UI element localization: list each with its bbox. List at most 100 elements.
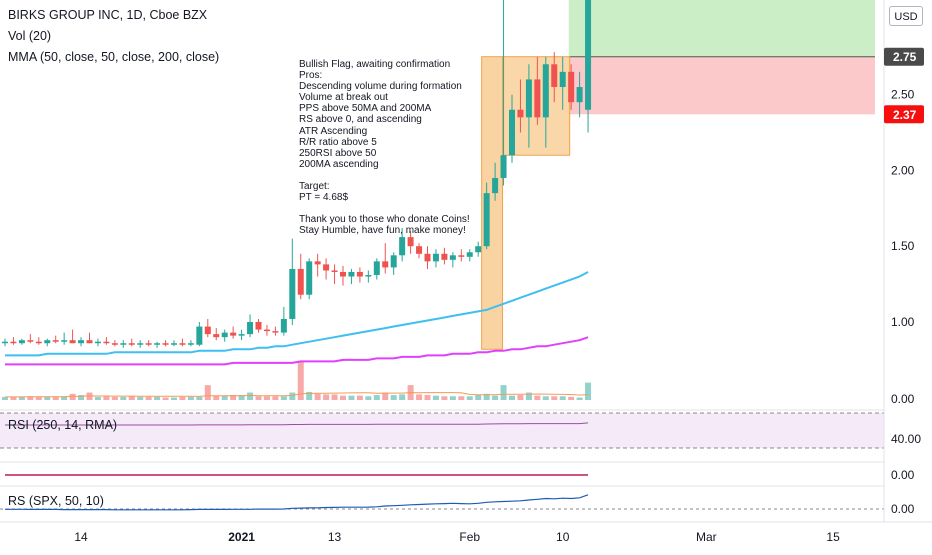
volume-bar[interactable] bbox=[171, 397, 177, 400]
volume-bar[interactable] bbox=[517, 395, 524, 400]
candle[interactable] bbox=[78, 337, 85, 347]
candle[interactable] bbox=[162, 340, 169, 347]
mma-legend[interactable]: MMA (50, close, 50, close, 200, close) bbox=[8, 50, 220, 64]
candle[interactable] bbox=[35, 337, 42, 345]
volume-ma-line[interactable] bbox=[5, 392, 589, 398]
candle[interactable] bbox=[171, 340, 177, 347]
volume-bar[interactable] bbox=[137, 396, 144, 400]
candle[interactable] bbox=[458, 249, 465, 262]
target-zone[interactable] bbox=[568, 0, 875, 57]
volume-bar[interactable] bbox=[306, 391, 313, 400]
volume-legend[interactable]: Vol (20) bbox=[8, 29, 52, 43]
candle[interactable] bbox=[247, 314, 254, 338]
volume-bar[interactable] bbox=[52, 396, 59, 400]
volume-bar[interactable] bbox=[390, 395, 397, 400]
candle[interactable] bbox=[255, 318, 262, 333]
volume-bar[interactable] bbox=[399, 394, 406, 400]
volume-bar[interactable] bbox=[204, 385, 211, 400]
volume-bar[interactable] bbox=[221, 395, 228, 400]
candle[interactable] bbox=[390, 252, 397, 276]
volume-bar[interactable] bbox=[323, 394, 330, 400]
candle[interactable] bbox=[356, 267, 363, 283]
volume-bar[interactable] bbox=[441, 396, 448, 400]
rs-line[interactable] bbox=[5, 494, 589, 511]
volume-bar[interactable] bbox=[424, 395, 431, 400]
volume-bar[interactable] bbox=[111, 396, 118, 400]
volume-bar[interactable] bbox=[238, 395, 245, 400]
candle[interactable] bbox=[10, 337, 17, 345]
candle[interactable] bbox=[576, 71, 583, 118]
candle[interactable] bbox=[44, 338, 51, 347]
candle[interactable] bbox=[128, 338, 135, 347]
candle[interactable] bbox=[145, 340, 152, 347]
candle[interactable] bbox=[441, 247, 448, 265]
volume-bar[interactable] bbox=[576, 397, 583, 400]
volume-bar[interactable] bbox=[120, 396, 127, 400]
candle[interactable] bbox=[314, 253, 321, 277]
candle[interactable] bbox=[449, 252, 456, 268]
candle[interactable] bbox=[483, 182, 490, 250]
candle[interactable] bbox=[179, 338, 186, 347]
volume-bar[interactable] bbox=[585, 382, 592, 400]
volume-bar[interactable] bbox=[263, 396, 270, 400]
volume-bar[interactable] bbox=[500, 385, 507, 400]
candle[interactable] bbox=[382, 243, 389, 274]
volume-bar[interactable] bbox=[18, 396, 25, 400]
candle[interactable] bbox=[407, 231, 414, 254]
candle[interactable] bbox=[204, 318, 211, 338]
volume-bar[interactable] bbox=[466, 396, 473, 400]
volume-bar[interactable] bbox=[179, 396, 186, 400]
candle[interactable] bbox=[61, 332, 68, 345]
candle[interactable] bbox=[568, 64, 575, 110]
volume-bar[interactable] bbox=[331, 394, 338, 400]
annotation-text[interactable]: Bullish Flag, awaiting confirmation Pros:… bbox=[299, 59, 470, 237]
volume-bar[interactable] bbox=[458, 396, 465, 400]
volume-bar[interactable] bbox=[145, 396, 152, 400]
volume-bar[interactable] bbox=[525, 392, 532, 400]
candle[interactable] bbox=[585, 0, 592, 133]
candle[interactable] bbox=[432, 249, 439, 268]
volume-bar[interactable] bbox=[103, 395, 110, 400]
candle[interactable] bbox=[221, 329, 228, 342]
volume-bar[interactable] bbox=[297, 361, 304, 400]
entry-price-badge[interactable]: 2.75 bbox=[884, 47, 924, 66]
stop-zone[interactable] bbox=[568, 56, 875, 115]
candle[interactable] bbox=[551, 52, 558, 103]
volume-bar[interactable] bbox=[44, 396, 51, 400]
volume-bar[interactable] bbox=[280, 396, 287, 400]
volume-bar[interactable] bbox=[432, 395, 439, 400]
volume-bar[interactable] bbox=[509, 395, 515, 400]
candle[interactable] bbox=[187, 340, 194, 347]
volume-bar[interactable] bbox=[94, 396, 101, 400]
rsi-line[interactable] bbox=[5, 422, 589, 426]
candle[interactable] bbox=[18, 338, 25, 345]
ma200-line[interactable] bbox=[5, 336, 589, 366]
candle[interactable] bbox=[263, 325, 270, 336]
candle[interactable] bbox=[238, 329, 245, 341]
candle[interactable] bbox=[52, 335, 59, 344]
volume-bar[interactable] bbox=[568, 396, 575, 400]
candle[interactable] bbox=[103, 337, 110, 345]
volume-bar[interactable] bbox=[10, 396, 17, 400]
candle[interactable] bbox=[196, 322, 203, 347]
candle[interactable] bbox=[416, 243, 423, 259]
candle[interactable] bbox=[500, 0, 507, 186]
volume-bar[interactable] bbox=[373, 395, 380, 400]
volume-bar[interactable] bbox=[356, 395, 363, 400]
candle[interactable] bbox=[525, 64, 532, 148]
volume-bar[interactable] bbox=[289, 392, 296, 400]
volume-bar[interactable] bbox=[348, 395, 355, 400]
volume-bar[interactable] bbox=[483, 393, 490, 400]
candle[interactable] bbox=[373, 258, 380, 280]
candle[interactable] bbox=[86, 332, 93, 344]
candle[interactable] bbox=[348, 268, 355, 285]
candle[interactable] bbox=[559, 56, 566, 110]
candle[interactable] bbox=[331, 264, 338, 285]
candle[interactable] bbox=[517, 79, 524, 133]
volume-bar[interactable] bbox=[187, 396, 194, 400]
volume-bar[interactable] bbox=[128, 396, 135, 400]
candle[interactable] bbox=[120, 340, 127, 348]
candle[interactable] bbox=[111, 340, 118, 347]
